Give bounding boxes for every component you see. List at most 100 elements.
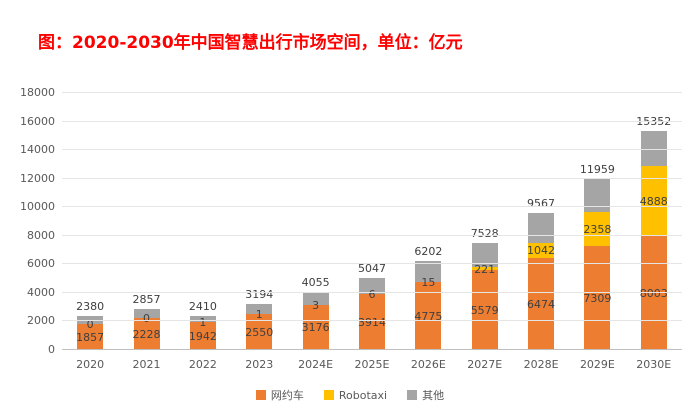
gridline (62, 234, 682, 236)
y-axis-tick-label: 8000 (27, 228, 55, 242)
bar-segment-网约车 (471, 270, 498, 350)
legend: 网约车 Robotaxi 其他 (0, 387, 700, 403)
stacked-bar (189, 315, 216, 350)
x-axis-tick-label: 2030E (636, 358, 672, 371)
y-axis-tick-label: 4000 (27, 285, 55, 299)
gridline (62, 177, 682, 179)
bar-segment-Robotaxi (584, 212, 611, 246)
x-axis-tick-label: 2023 (245, 358, 274, 371)
gridline (62, 263, 682, 265)
x-axis-tick-label: 2026E (410, 358, 446, 371)
y-axis-tick-label: 10000 (20, 200, 55, 214)
bar-segment-网约车 (246, 313, 273, 350)
bar-group-2021: 2857 0 2228 (118, 93, 174, 350)
total-label: 2380 (76, 300, 105, 314)
stacked-bar (640, 130, 667, 350)
bar-segment-其他 (189, 315, 216, 323)
stacked-bar (471, 242, 498, 350)
x-axis-tick-label: 2021 (132, 358, 161, 371)
ride-hailing-value-label: 1942 (188, 330, 217, 344)
bar-segment-网约车 (415, 281, 442, 350)
chart-title: 图：2020-2030年中国智慧出行市场空间，单位：亿元 (38, 33, 463, 53)
bar-group-2020: 2380 0 1857 (62, 93, 118, 350)
x-axis-tick-label: 2022 (188, 358, 217, 371)
gridline (62, 149, 682, 151)
legend-swatch-icon (255, 390, 266, 400)
bar-group-2026E: 6202 15 4775 (400, 93, 456, 350)
legend-swatch-icon (407, 390, 418, 400)
bar-segment-网约车 (189, 322, 216, 350)
bar-group-2028E: 9567 1042 6474 (513, 93, 569, 350)
stacked-bar (77, 316, 104, 350)
bar-segment-其他 (358, 277, 385, 295)
robotaxi-value-label: 1042 (527, 244, 556, 258)
ride-hailing-value-label: 7309 (583, 291, 612, 305)
ride-hailing-value-label: 8003 (639, 286, 668, 300)
y-axis-tick-label: 18000 (20, 86, 55, 99)
ride-hailing-value-label: 2550 (245, 325, 274, 339)
total-label: 7528 (470, 226, 499, 240)
total-label: 11959 (579, 163, 615, 177)
bar-segment-其他 (302, 292, 329, 305)
robotaxi-value-label: 0 (143, 312, 151, 326)
legend-swatch-icon (323, 390, 334, 400)
bar-segment-其他 (471, 242, 498, 268)
ride-hailing-value-label: 3176 (301, 321, 330, 335)
total-label: 3194 (245, 288, 274, 302)
stacked-bar (133, 309, 160, 350)
bar-group-2029E: 11959 2358 7309 (569, 93, 625, 350)
x-axis-tick-label: 2020 (76, 358, 105, 371)
ride-hailing-value-label: 2228 (132, 328, 161, 342)
gridline (62, 120, 682, 122)
bar-group-2030E: 1535248888003 (626, 93, 682, 350)
total-label: 2410 (188, 299, 217, 313)
gridline (62, 291, 682, 293)
stacked-bar (584, 179, 611, 350)
y-axis-tick-label: 2000 (27, 314, 55, 328)
bar-group-2023: 3194 1 2550 (231, 93, 287, 350)
robotaxi-value-label: 15 (421, 275, 436, 289)
stacked-bar (528, 213, 555, 350)
y-axis-tick-label: 14000 (20, 143, 55, 157)
y-axis-tick-label: 6000 (27, 257, 55, 271)
total-label: 2857 (132, 293, 161, 307)
legend-label: Robotaxi (338, 388, 388, 402)
bar-group-2025E: 5047 6 3914 (344, 93, 400, 350)
x-axis-tick-label: 2028E (523, 358, 559, 371)
legend-item: 其他 (407, 387, 444, 403)
ride-hailing-value-label: 4775 (414, 309, 443, 323)
robotaxi-value-label: 6 (368, 288, 376, 302)
stacked-bar (302, 292, 329, 350)
bar-segment-其他 (528, 213, 555, 243)
legend-label: 网约车 (270, 389, 304, 402)
robotaxi-value-label: 2358 (583, 222, 612, 236)
bar-group-2024E: 4055 3 3176 (287, 93, 343, 350)
y-axis-tick-label: 12000 (20, 171, 55, 185)
bar-group-2027E: 7528 221 5579 (457, 93, 513, 350)
ride-hailing-value-label: 3914 (357, 316, 386, 330)
ride-hailing-value-label: 1857 (76, 330, 105, 344)
x-axis-tick-label: 2027E (467, 358, 503, 371)
robotaxi-value-label: 1 (255, 307, 263, 321)
bar-segment-其他 (640, 130, 667, 166)
total-label: 6202 (414, 245, 443, 259)
stacked-bar (246, 304, 273, 350)
plot-area: 2380 0 1857 2857 0 2228 2410 1 1942 3194 1 2550 4055… (20, 86, 682, 356)
stacked-bar (415, 261, 442, 350)
ride-hailing-value-label: 5579 (470, 304, 499, 318)
bar-segment-其他 (133, 309, 160, 319)
gridline (62, 92, 682, 93)
robotaxi-value-label: 4888 (639, 194, 668, 208)
bar-segment-Robotaxi (640, 165, 667, 236)
x-axis-line (62, 349, 682, 350)
legend-label: 其他 (422, 389, 445, 402)
robotaxi-value-label: 0 (86, 317, 94, 331)
robotaxi-value-label: 221 (474, 262, 496, 276)
stacked-bar (358, 277, 385, 350)
bar-segment-网约车 (584, 245, 611, 350)
bar-segment-网约车 (358, 294, 385, 350)
total-label: 9567 (527, 197, 556, 211)
gridline (62, 206, 682, 208)
bars-area: 2380 0 1857 2857 0 2228 2410 1 1942 3194 1 2550 4055… (62, 93, 682, 350)
